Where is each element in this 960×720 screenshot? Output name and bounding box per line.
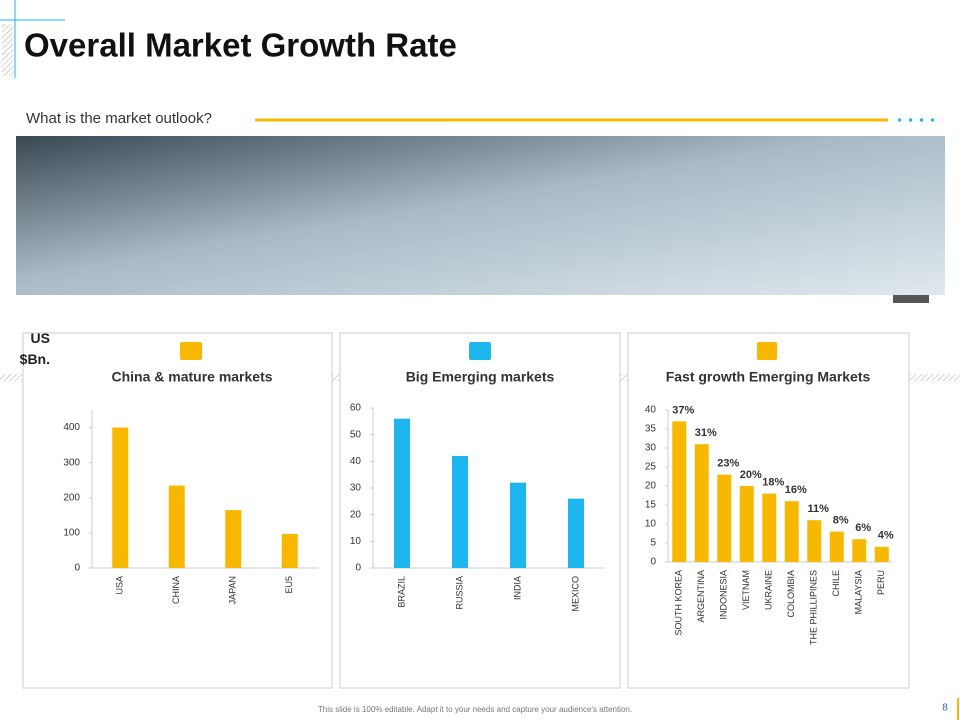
- chart-title: Big Emerging markets: [406, 369, 555, 385]
- bar: [829, 531, 844, 562]
- chart-title: China & mature markets: [111, 369, 272, 385]
- y-tick-label: 5: [650, 538, 656, 549]
- bar: [717, 474, 732, 562]
- value-label: 23%: [717, 458, 739, 470]
- value-label: 8%: [833, 515, 849, 527]
- y-tick-label: 30: [645, 443, 657, 454]
- y-tick-label: 15: [645, 500, 657, 511]
- bar: [394, 418, 410, 568]
- bar: [762, 493, 777, 562]
- bar: [807, 520, 822, 562]
- value-label: 20%: [740, 469, 762, 481]
- title-backing: [659, 370, 877, 386]
- bar: [112, 427, 129, 568]
- value-label: 37%: [672, 404, 694, 416]
- footer: This slide is 100% editable. Adapt it to…: [318, 705, 632, 714]
- y-tick-label: 20: [350, 509, 362, 520]
- bar: [784, 501, 799, 562]
- title-backing: [105, 370, 279, 386]
- value-label: 6%: [855, 522, 871, 534]
- unit-label: US $Bn.: [19, 330, 50, 367]
- x-tick-label: PERU: [876, 570, 886, 595]
- x-tick-label: SOUTH KOREA: [674, 570, 684, 636]
- title-backing: [399, 370, 561, 386]
- x-tick-label: BRAZIL: [396, 576, 406, 608]
- bar: [739, 486, 754, 562]
- y-tick-label: 0: [355, 563, 361, 574]
- x-tick-label: CHINA: [171, 576, 181, 604]
- x-tick-label: VIETNAM: [741, 570, 751, 610]
- y-tick-label: 35: [645, 424, 657, 435]
- y-tick-label: 300: [63, 457, 80, 468]
- y-tick-label: 100: [63, 528, 80, 539]
- bar: [281, 533, 298, 568]
- x-tick-label: INDIA: [512, 576, 522, 600]
- y-tick-label: 10: [350, 536, 362, 547]
- bar: [452, 456, 468, 568]
- y-tick-label: 40: [645, 405, 657, 416]
- y-tick-label: 0: [74, 563, 80, 574]
- photo: [16, 136, 945, 295]
- y-tick-label: 50: [350, 429, 362, 440]
- y-tick-label: 60: [350, 403, 362, 414]
- y-tick-label: 400: [63, 422, 80, 433]
- bar: [672, 421, 687, 562]
- bar: [510, 482, 526, 568]
- chart-title: Fast growth Emerging Markets: [666, 369, 871, 385]
- bar: [225, 510, 242, 568]
- x-tick-label: COLOMBIA: [786, 570, 796, 618]
- bar: [568, 498, 584, 568]
- x-tick-label: MALAYSIA: [854, 570, 864, 614]
- y-tick-label: 10: [645, 519, 657, 530]
- x-tick-label: RUSSIA: [454, 576, 464, 610]
- bar: [694, 444, 709, 562]
- bar: [874, 546, 889, 562]
- x-tick-label: INDONESIA: [719, 570, 729, 620]
- value-label: 16%: [785, 484, 807, 496]
- value-label: 18%: [762, 477, 784, 489]
- x-tick-label: JAPAN: [228, 576, 238, 604]
- bar: [168, 485, 185, 568]
- value-label: 31%: [695, 427, 717, 439]
- y-tick-label: 20: [645, 481, 657, 492]
- y-tick-label: 0: [650, 557, 656, 568]
- y-tick-label: 40: [350, 456, 362, 467]
- x-tick-label: EU5: [284, 576, 294, 594]
- title: Overall Market Growth Rate: [24, 27, 457, 64]
- x-tick-label: ARGENTINA: [696, 570, 706, 623]
- subtitle: What is the market outlook?: [26, 110, 212, 127]
- value-label: 4%: [878, 530, 894, 542]
- page-number: 8: [942, 703, 948, 714]
- unit-box: US $Bn.: [19, 330, 50, 367]
- x-tick-label: MEXICO: [570, 576, 580, 612]
- y-tick-label: 30: [350, 483, 362, 494]
- x-tick-label: THE PHILLIPINES: [809, 570, 819, 645]
- x-tick-label: USA: [115, 576, 125, 595]
- bar: [852, 539, 867, 562]
- y-tick-label: 25: [645, 462, 657, 473]
- x-tick-label: UKRAINE: [764, 570, 774, 610]
- value-label: 11%: [808, 503, 830, 515]
- y-tick-label: 200: [63, 492, 80, 503]
- x-tick-label: CHILE: [831, 570, 841, 597]
